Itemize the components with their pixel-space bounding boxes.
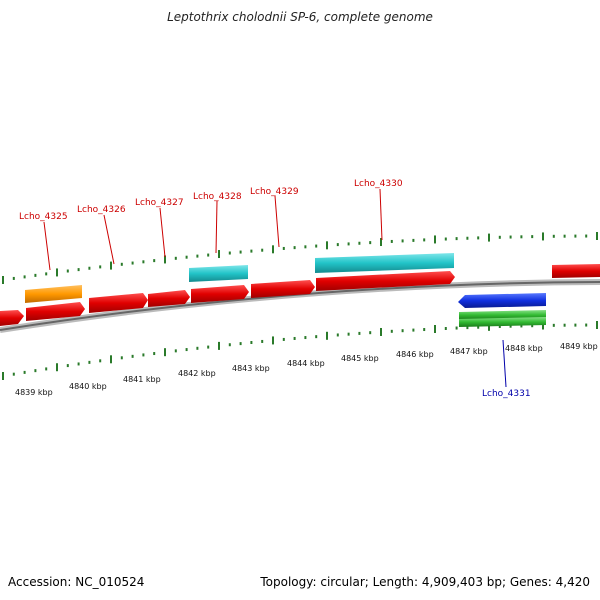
cds-feature-lcho-4330-upper bbox=[315, 253, 454, 273]
lower-tick-row bbox=[2, 321, 598, 380]
gene-label-lcho-4326[interactable]: Lcho_4326 bbox=[77, 205, 126, 215]
cds-feature-left-edge bbox=[0, 310, 24, 326]
gene-label-lcho-4329[interactable]: Lcho_4329 bbox=[250, 187, 299, 197]
leader-line-lcho-4331 bbox=[502, 339, 507, 388]
cds-feature-lcho-4330 bbox=[316, 271, 455, 291]
accession-text: Accession: NC_010524 bbox=[8, 575, 145, 589]
scale-label: 4839 kbp bbox=[15, 388, 53, 397]
scale-label: 4841 kbp bbox=[123, 375, 161, 384]
cds-feature-lcho-4327 bbox=[148, 290, 190, 307]
leader-line-lcho-4325 bbox=[43, 221, 51, 271]
gene-label-lcho-4328[interactable]: Lcho_4328 bbox=[193, 192, 242, 202]
leader-line-lcho-4327 bbox=[159, 207, 166, 258]
gene-label-lcho-4330[interactable]: Lcho_4330 bbox=[354, 179, 403, 189]
scale-label: 4849 kbp bbox=[560, 342, 598, 351]
scale-label: 4847 kbp bbox=[450, 347, 488, 356]
cds-feature-lcho-4328 bbox=[191, 285, 249, 303]
scale-label: 4840 kbp bbox=[69, 382, 107, 391]
upper-tick-row bbox=[2, 232, 598, 284]
gene-label-lcho-4327[interactable]: Lcho_4327 bbox=[135, 198, 184, 208]
scale-label: 4843 kbp bbox=[232, 364, 270, 373]
cds-feature-lcho-4325 bbox=[26, 302, 85, 321]
scale-label: 4848 kbp bbox=[505, 344, 543, 353]
cds-feature-lcho-4331 bbox=[458, 293, 546, 308]
cds-feature-lcho-4331-lower-b bbox=[459, 317, 546, 327]
cds-feature-right-edge bbox=[552, 264, 600, 278]
cds-feature-lcho-4326 bbox=[89, 293, 148, 313]
cds-feature-lcho-4328-upper bbox=[189, 265, 248, 282]
genome-title: Leptothrix cholodnii SP-6, complete geno… bbox=[167, 10, 433, 24]
scale-label: 4846 kbp bbox=[396, 350, 434, 359]
scale-label: 4842 kbp bbox=[178, 369, 216, 378]
scale-label: 4844 kbp bbox=[287, 359, 325, 368]
genome-summary-text: Topology: circular; Length: 4,909,403 bp… bbox=[260, 575, 590, 589]
gene-label-lcho-4331[interactable]: Lcho_4331 bbox=[482, 389, 531, 399]
leader-line-lcho-4326 bbox=[103, 214, 115, 265]
leader-line-lcho-4329 bbox=[274, 195, 280, 248]
scale-label: 4845 kbp bbox=[341, 354, 379, 363]
leader-line-lcho-4328 bbox=[215, 200, 218, 254]
cds-feature-lcho-4325-upper bbox=[25, 285, 82, 303]
gene-label-lcho-4325[interactable]: Lcho_4325 bbox=[19, 212, 68, 222]
leader-line-lcho-4330 bbox=[379, 188, 383, 241]
cds-feature-lcho-4329 bbox=[251, 280, 315, 298]
